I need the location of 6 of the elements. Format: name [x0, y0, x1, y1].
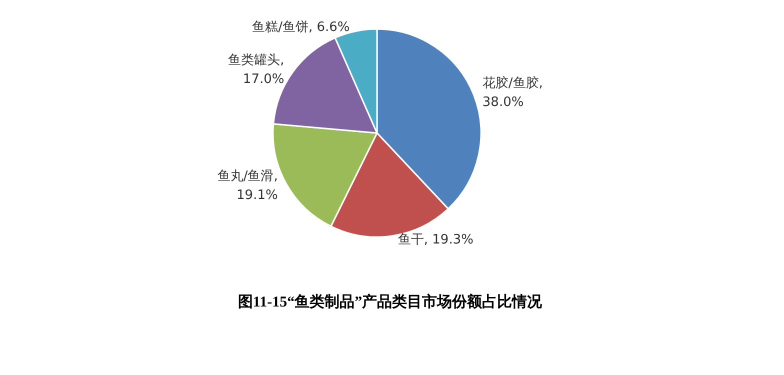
text: 图11-15“鱼类制品”产品类目市场份额占比情况: [238, 292, 544, 310]
slice-label: 鱼糕/鱼饼, 6.6%: [252, 20, 350, 35]
slice-label: 鱼干, 19.3%: [398, 232, 474, 248]
slice-label: 花胶/鱼胶, 38.0%: [482, 76, 543, 110]
slice-label: 鱼类罐头, 17.0%: [228, 53, 284, 88]
slice-label: 鱼丸/鱼滑, 19.1%: [217, 168, 278, 203]
